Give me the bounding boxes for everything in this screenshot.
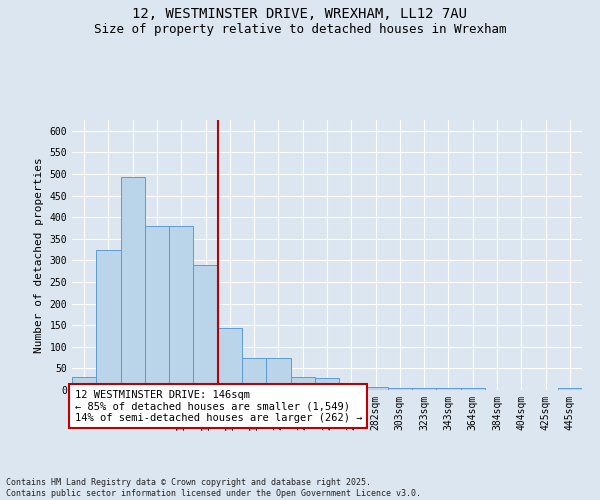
Bar	[315, 378, 339, 390]
Text: Contains HM Land Registry data © Crown copyright and database right 2025.
Contai: Contains HM Land Registry data © Crown c…	[6, 478, 421, 498]
Bar	[121, 178, 145, 390]
Bar	[218, 328, 242, 390]
Bar	[339, 383, 364, 390]
Bar	[412, 388, 436, 390]
Bar	[388, 388, 412, 390]
Bar	[145, 226, 169, 390]
Bar	[72, 377, 96, 390]
Bar	[436, 388, 461, 390]
Text: 12 WESTMINSTER DRIVE: 146sqm
← 85% of detached houses are smaller (1,549)
14% of: 12 WESTMINSTER DRIVE: 146sqm ← 85% of de…	[74, 390, 362, 423]
Bar	[364, 386, 388, 390]
Bar	[169, 226, 193, 390]
Bar	[461, 388, 485, 390]
Y-axis label: Number of detached properties: Number of detached properties	[34, 157, 44, 353]
Text: 12, WESTMINSTER DRIVE, WREXHAM, LL12 7AU: 12, WESTMINSTER DRIVE, WREXHAM, LL12 7AU	[133, 8, 467, 22]
Bar	[242, 358, 266, 390]
Bar	[558, 388, 582, 390]
Text: Size of property relative to detached houses in Wrexham: Size of property relative to detached ho…	[94, 22, 506, 36]
Bar	[193, 264, 218, 390]
Bar	[266, 358, 290, 390]
Bar	[96, 250, 121, 390]
Bar	[290, 377, 315, 390]
